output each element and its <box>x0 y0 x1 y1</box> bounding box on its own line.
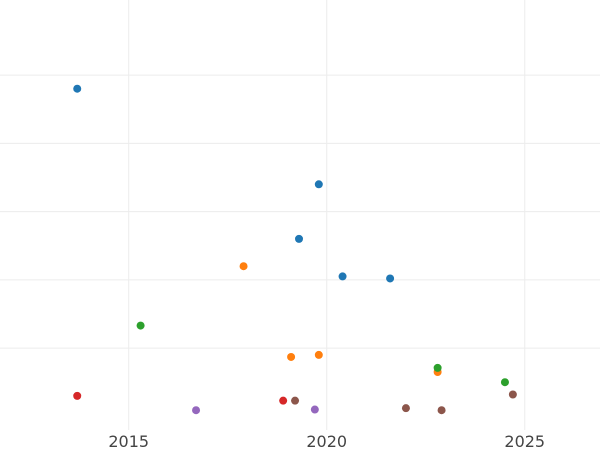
data-points <box>73 84 517 415</box>
data-point <box>338 272 347 281</box>
data-point <box>314 180 323 189</box>
data-point <box>401 404 410 413</box>
x-tick-label: 2020 <box>306 432 347 450</box>
data-point <box>287 352 296 361</box>
data-point <box>239 262 248 271</box>
data-point <box>295 234 304 243</box>
data-point <box>508 390 517 399</box>
x-tick-label: 2015 <box>108 432 149 450</box>
data-point <box>500 378 509 387</box>
data-point <box>279 396 288 405</box>
data-point <box>386 274 395 283</box>
data-point <box>291 396 300 405</box>
data-point <box>73 84 82 93</box>
data-point <box>73 391 82 400</box>
data-point <box>433 363 442 372</box>
grid <box>0 0 600 430</box>
data-point <box>437 406 446 415</box>
data-point <box>192 406 201 415</box>
data-point <box>136 321 145 330</box>
x-tick-label: 2025 <box>504 432 545 450</box>
x-axis-ticks: 2015 2020 2025 <box>108 432 545 450</box>
data-point <box>314 350 323 359</box>
data-point <box>310 405 319 414</box>
